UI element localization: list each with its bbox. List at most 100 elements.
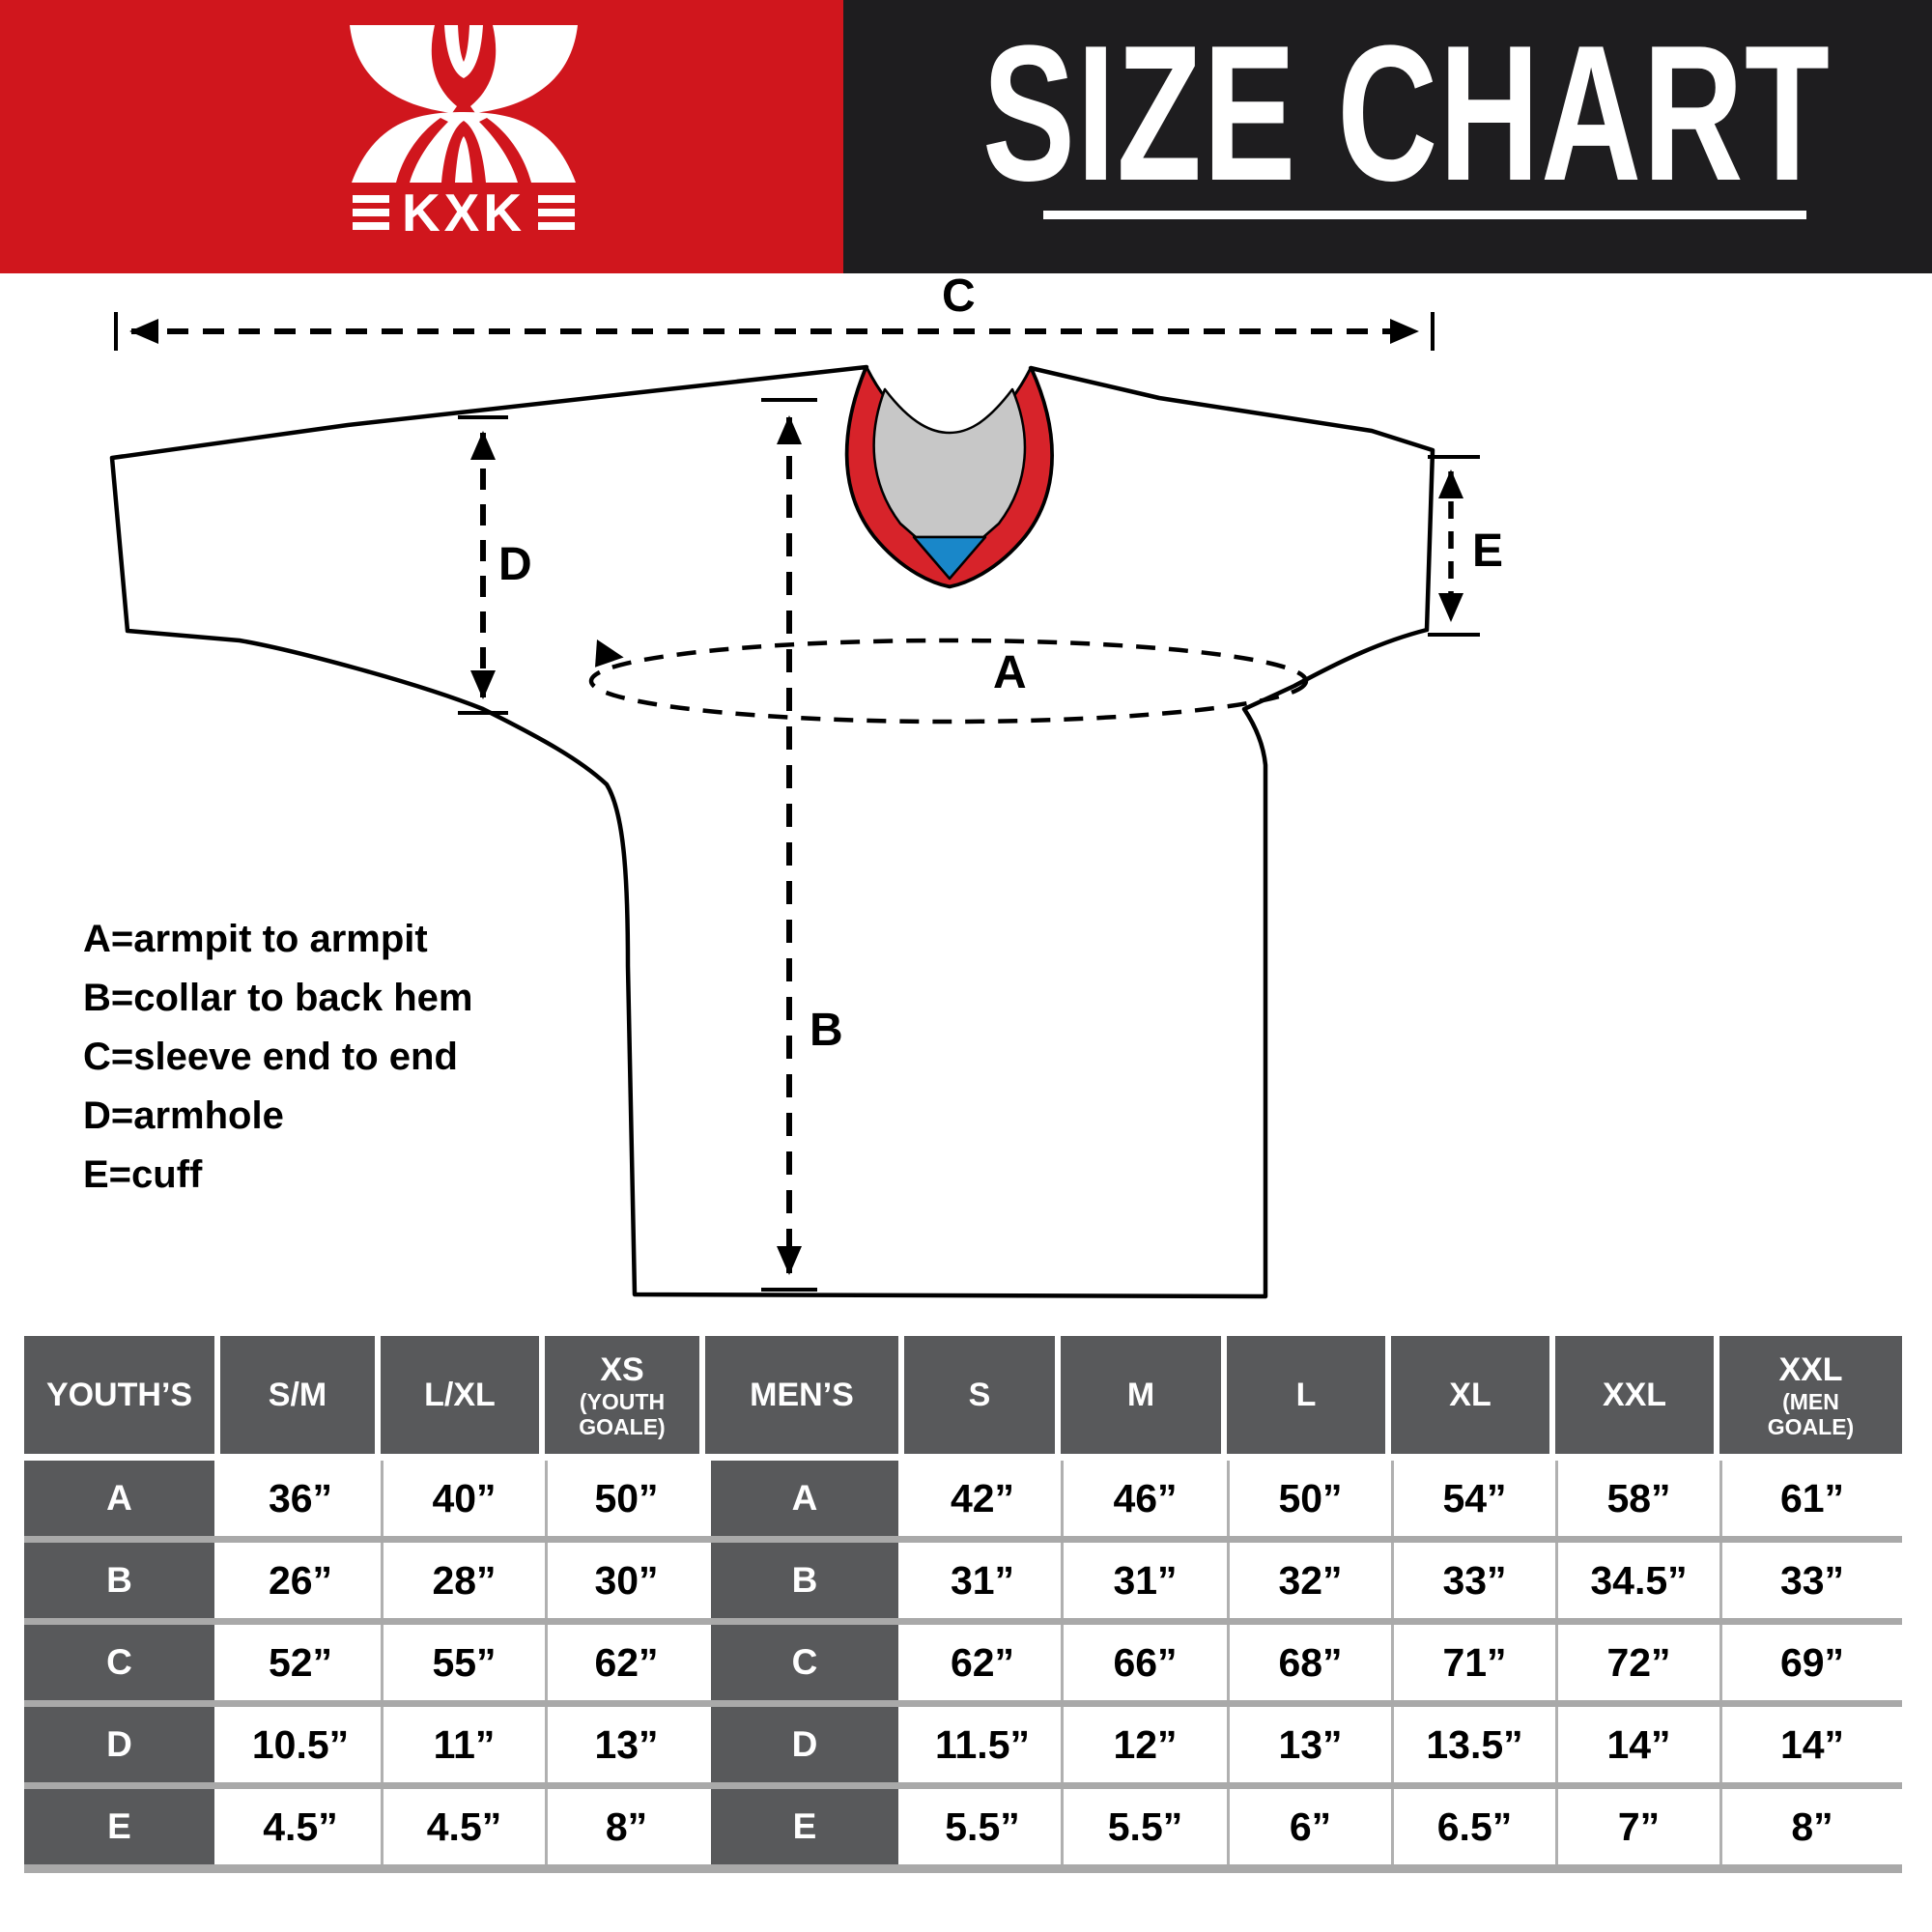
row-label: C [24, 1625, 220, 1700]
size-cell: 31” [1061, 1543, 1227, 1618]
size-cell: 28” [381, 1543, 545, 1618]
label-d: D [498, 539, 532, 590]
col-header-xxl: XXL [1555, 1336, 1719, 1454]
size-cell: 6.5” [1391, 1789, 1555, 1864]
title-underline [1043, 211, 1806, 219]
label-c: C [942, 270, 976, 322]
ellipse-arrowhead [595, 639, 624, 668]
size-cell: 32” [1227, 1543, 1391, 1618]
row-label: C [705, 1625, 904, 1700]
size-cell: 33” [1391, 1543, 1555, 1618]
size-cell: 66” [1061, 1625, 1227, 1700]
table-header-row: YOUTH’S S/M L/XL XS (YOUTH GOALE) MEN’S S… [24, 1336, 1902, 1454]
size-cell: 12” [1061, 1707, 1227, 1782]
size-cell: 68” [1227, 1625, 1391, 1700]
row-label: D [24, 1707, 220, 1782]
header-black-panel [843, 0, 1932, 273]
row-separator [24, 1782, 1902, 1789]
size-cell: 33” [1719, 1543, 1902, 1618]
size-cell: 34.5” [1555, 1543, 1719, 1618]
size-cell: 4.5” [381, 1789, 545, 1864]
size-cell: 10.5” [220, 1707, 381, 1782]
chest-ellipse [588, 638, 1309, 724]
label-a: A [993, 647, 1027, 698]
col-header-mens: MEN’S [705, 1336, 904, 1454]
size-cell: 42” [904, 1461, 1061, 1536]
size-cell: 6” [1227, 1789, 1391, 1864]
legend-line-e: E=cuff [83, 1153, 203, 1196]
size-cell: 62” [545, 1625, 705, 1700]
size-cell: 46” [1061, 1461, 1227, 1536]
size-cell: 13” [545, 1707, 705, 1782]
size-cell: 61” [1719, 1461, 1902, 1536]
kxk-logo: KXK [350, 25, 578, 242]
logo-text: KXK [402, 183, 526, 242]
table-row-c: C 52” 55” 62” C 62” 66” 68” 71” 72” 69” [24, 1625, 1902, 1700]
table-bottom-bar [24, 1864, 1902, 1873]
col-header-youths: YOUTH’S [24, 1336, 220, 1454]
table-row-a: A 36” 40” 50” A 42” 46” 50” 54” 58” 61” [24, 1461, 1902, 1536]
col-header-s: S [904, 1336, 1061, 1454]
label-e: E [1472, 526, 1503, 577]
size-cell: 8” [1719, 1789, 1902, 1864]
label-b: B [810, 1005, 843, 1056]
size-table: YOUTH’S S/M L/XL XS (YOUTH GOALE) MEN’S S… [24, 1336, 1902, 1873]
legend-line-a: A=armpit to armpit [83, 918, 428, 960]
size-cell: 7” [1555, 1789, 1719, 1864]
row-label: E [24, 1789, 220, 1864]
collar-blue-insert [912, 535, 987, 581]
logo-triple-bars [353, 195, 575, 230]
size-cell: 5.5” [1061, 1789, 1227, 1864]
legend-line-d: D=armhole [83, 1094, 284, 1137]
arrow-d [458, 415, 508, 715]
size-cell: 58” [1555, 1461, 1719, 1536]
kxk-logo-mark [350, 25, 578, 183]
size-cell: 14” [1555, 1707, 1719, 1782]
size-cell: 69” [1719, 1625, 1902, 1700]
col-header-xxl-men-goale: XXL (MEN GOALE) [1719, 1336, 1902, 1454]
jersey-diagram: C D B E A [109, 270, 1503, 1299]
row-separator [24, 1700, 1902, 1707]
size-cell: 14” [1719, 1707, 1902, 1782]
arrow-e [1428, 455, 1480, 637]
row-label: B [24, 1543, 220, 1618]
size-cell: 52” [220, 1625, 381, 1700]
size-cell: 55” [381, 1625, 545, 1700]
size-cell: 4.5” [220, 1789, 381, 1864]
table-row-d: D 10.5” 11” 13” D 11.5” 12” 13” 13.5” 14… [24, 1707, 1902, 1782]
collar-gray-inner [872, 387, 1027, 539]
size-cell: 62” [904, 1625, 1061, 1700]
col-header-m: M [1061, 1336, 1227, 1454]
table-row-b: B 26” 28” 30” B 31” 31” 32” 33” 34.5” 33… [24, 1543, 1902, 1618]
col-header-xl: XL [1391, 1336, 1555, 1454]
size-cell: 8” [545, 1789, 705, 1864]
legend-line-b: B=collar to back hem [83, 977, 473, 1019]
size-cell: 13” [1227, 1707, 1391, 1782]
row-label: A [705, 1461, 904, 1536]
header-separator [24, 1454, 1902, 1461]
row-separator [24, 1618, 1902, 1625]
size-cell: 11.5” [904, 1707, 1061, 1782]
size-cell: 13.5” [1391, 1707, 1555, 1782]
col-header-l: L [1227, 1336, 1391, 1454]
legend-line-c: C=sleeve end to end [83, 1036, 458, 1078]
row-label: B [705, 1543, 904, 1618]
size-cell: 50” [1227, 1461, 1391, 1536]
size-cell: 40” [381, 1461, 545, 1536]
size-cell: 50” [545, 1461, 705, 1536]
size-cell: 30” [545, 1543, 705, 1618]
size-cell: 71” [1391, 1625, 1555, 1700]
size-cell: 31” [904, 1543, 1061, 1618]
table-row-e: E 4.5” 4.5” 8” E 5.5” 5.5” 6” 6.5” 7” 8” [24, 1789, 1902, 1864]
size-cell: 72” [1555, 1625, 1719, 1700]
row-separator [24, 1536, 1902, 1543]
size-cell: 26” [220, 1543, 381, 1618]
size-cell: 36” [220, 1461, 381, 1536]
size-cell: 5.5” [904, 1789, 1061, 1864]
col-header-sm: S/M [220, 1336, 381, 1454]
col-header-xs-youth-goale: XS (YOUTH GOALE) [545, 1336, 705, 1454]
measurement-legend: A=armpit to armpit B=collar to back hem … [83, 910, 472, 1205]
size-cell: 11” [381, 1707, 545, 1782]
row-label: D [705, 1707, 904, 1782]
